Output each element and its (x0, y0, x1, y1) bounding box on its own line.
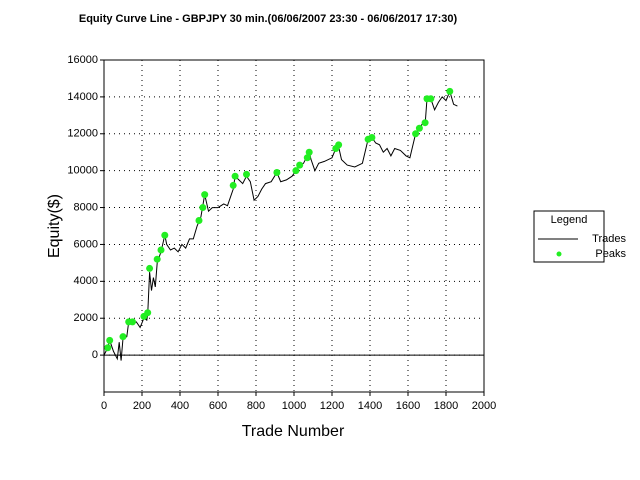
x-tick-label: 0 (101, 400, 107, 412)
chart-title: Equity Curve Line - GBPJPY 30 min.(06/06… (79, 13, 458, 25)
peak-point (104, 344, 112, 352)
peak-point (303, 154, 311, 162)
y-tick-label: 16000 (67, 54, 98, 66)
legend-label: Peaks (595, 248, 626, 260)
y-axis-label: Equity($) (46, 194, 63, 258)
y-tick-label: 2000 (74, 312, 98, 324)
peak-point (296, 161, 304, 169)
x-tick-label: 1200 (320, 400, 344, 412)
legend-box (533, 210, 605, 263)
peak-point (119, 333, 127, 341)
x-tick-label: 1800 (434, 400, 458, 412)
legend-label: Trades (592, 233, 626, 245)
peak-point (292, 167, 300, 175)
x-tick-label: 1000 (282, 400, 306, 412)
peak-point (446, 87, 454, 95)
peak-point (229, 181, 237, 189)
peak-point (199, 204, 207, 212)
peak-point (427, 95, 435, 103)
peak-point (305, 148, 313, 156)
peak-point (412, 130, 420, 138)
x-tick-label: 1400 (358, 400, 382, 412)
x-tick-label: 1600 (396, 400, 420, 412)
y-tick-label: 12000 (67, 128, 98, 140)
peak-point (144, 309, 152, 317)
peak-point (157, 246, 165, 254)
peak-point (106, 336, 114, 344)
x-axis-label: Trade Number (242, 423, 345, 440)
peak-point (195, 216, 203, 224)
x-tick-label: 600 (209, 400, 227, 412)
x-tick-label: 200 (133, 400, 151, 412)
plot-area (103, 59, 485, 393)
y-tick-label: 10000 (67, 165, 98, 177)
peak-point (335, 141, 343, 149)
peak-point (129, 318, 136, 326)
y-tick-label: 0 (92, 349, 98, 361)
peak-point (161, 231, 169, 239)
peak-point (368, 133, 376, 141)
peak-point (243, 170, 250, 178)
x-tick-label: 400 (171, 400, 189, 412)
y-tick-label: 6000 (74, 238, 98, 250)
legend-title: Legend (551, 214, 588, 226)
y-tick-label: 8000 (74, 201, 98, 213)
peak-point (146, 264, 154, 272)
x-tick-label: 2000 (472, 400, 496, 412)
legend-marker (556, 251, 562, 257)
equity-line (103, 89, 458, 361)
peak-point (201, 191, 209, 199)
peak-point (231, 172, 239, 180)
peak-point (153, 255, 161, 263)
peak-point (273, 169, 281, 177)
x-tick-label: 800 (247, 400, 265, 412)
peak-point (415, 124, 423, 132)
y-tick-label: 14000 (67, 91, 98, 103)
y-tick-label: 4000 (74, 275, 98, 287)
peak-point (421, 119, 429, 127)
